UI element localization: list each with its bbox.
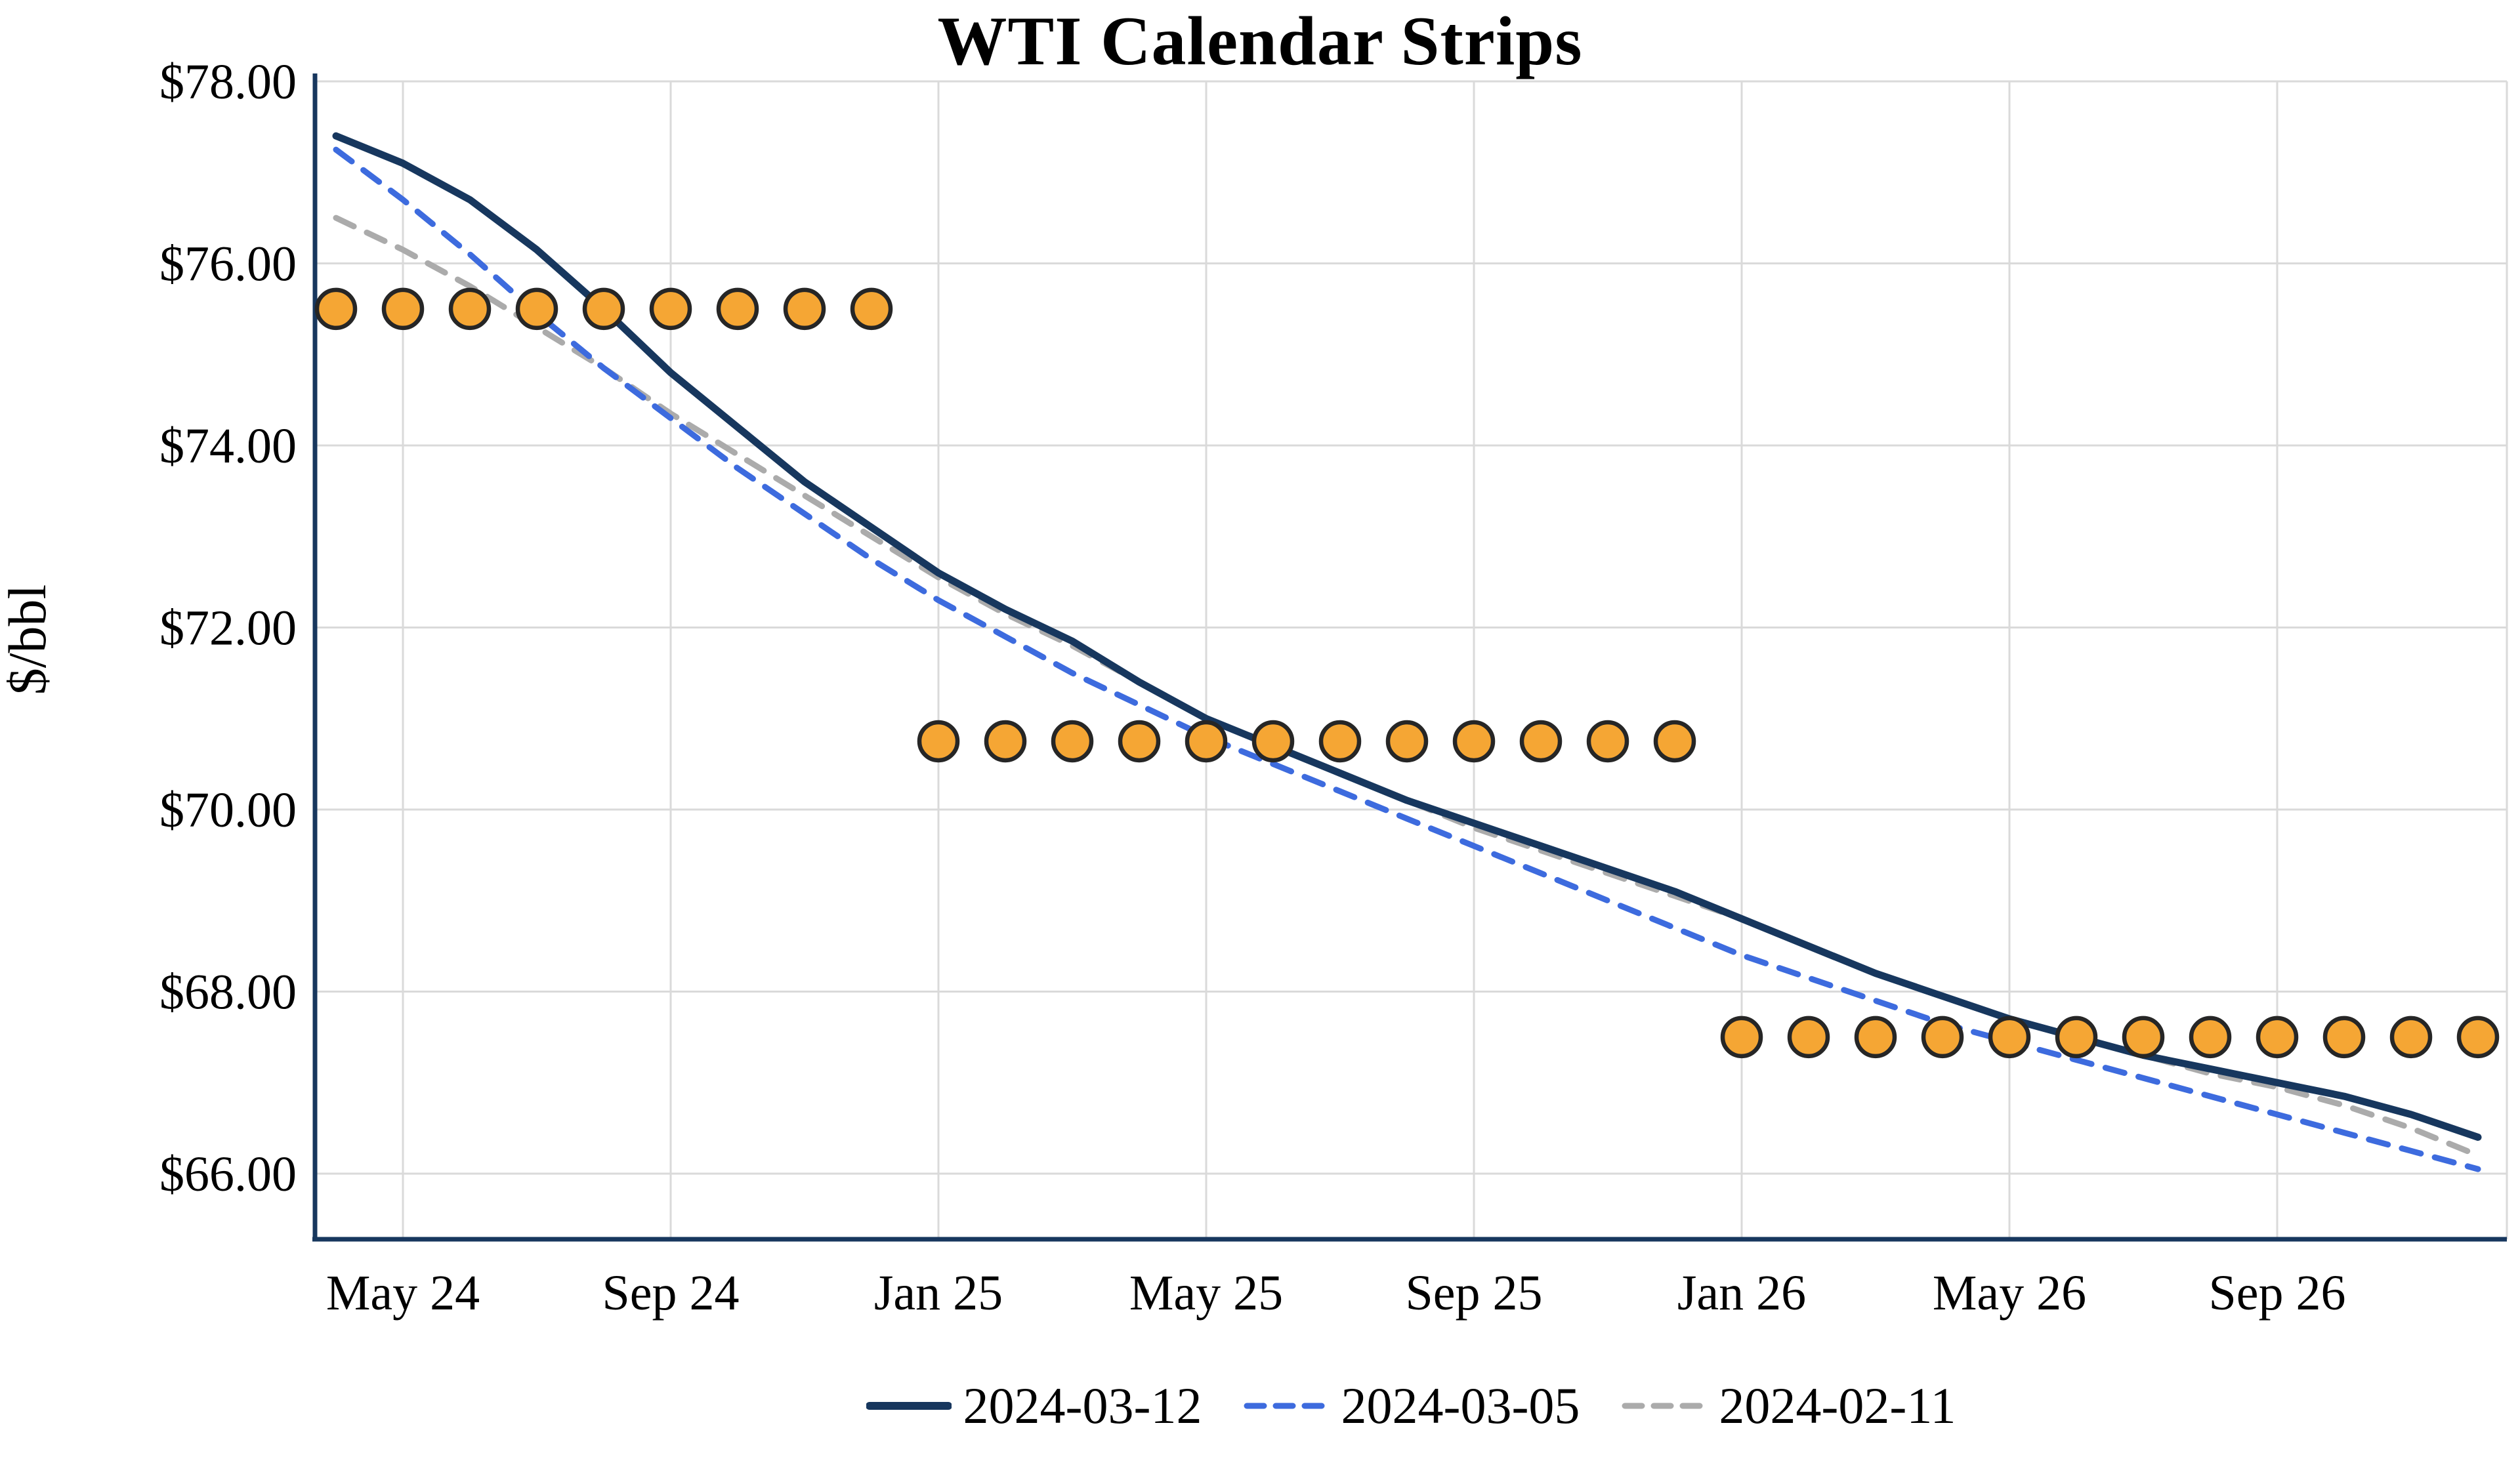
legend-line-solid-icon	[866, 1402, 952, 1410]
strip-marker	[1185, 720, 1228, 763]
strip-marker	[314, 287, 358, 331]
legend-line-dashed-icon	[1622, 1403, 1707, 1409]
strip-marker	[1854, 1016, 1897, 1059]
strip-marker	[2055, 1016, 2098, 1059]
strip-marker	[1385, 720, 1429, 763]
strip-marker	[1653, 720, 1696, 763]
x-tick-label: May 26	[1933, 1265, 2086, 1321]
legend-line-dashed-icon	[1244, 1403, 1329, 1409]
y-tick-label: $66.00	[159, 1147, 297, 1202]
legend-item-2024-03-05[interactable]: 2024-03-05	[1244, 1376, 1580, 1435]
strip-marker	[1251, 720, 1295, 763]
x-tick-label: May 25	[1129, 1265, 1283, 1321]
strip-marker	[2122, 1016, 2165, 1059]
legend-label: 2024-02-11	[1719, 1377, 1956, 1434]
x-tick-label: Jan 26	[1677, 1265, 1806, 1321]
y-tick-label: $74.00	[159, 419, 297, 474]
legend-label: 2024-03-12	[963, 1377, 1202, 1434]
y-tick-label: $72.00	[159, 601, 297, 656]
strip-marker	[1921, 1016, 1964, 1059]
y-tick-label: $76.00	[159, 237, 297, 292]
strip-marker	[2456, 1016, 2500, 1059]
legend-item-2024-03-12[interactable]: 2024-03-12	[866, 1376, 1202, 1435]
strip-marker	[1586, 720, 1629, 763]
strip-marker	[1519, 720, 1563, 763]
strip-marker	[2189, 1016, 2232, 1059]
strip-marker	[1787, 1016, 1830, 1059]
strip-marker	[381, 287, 425, 331]
legend-label: 2024-03-05	[1341, 1377, 1580, 1434]
series-line-2024-03-05	[333, 146, 2481, 1172]
strip-marker	[2389, 1016, 2433, 1059]
strip-marker	[1318, 720, 1362, 763]
x-tick-label: Sep 24	[602, 1265, 740, 1321]
y-tick-label: $70.00	[159, 783, 297, 838]
strip-marker	[783, 287, 826, 331]
legend: 2024-03-12 2024-03-05 2024-02-11	[315, 1376, 2507, 1435]
strip-marker	[716, 287, 759, 331]
strip-marker	[850, 287, 893, 331]
strip-marker	[448, 287, 492, 331]
strip-marker	[2322, 1016, 2366, 1059]
strip-marker	[1452, 720, 1496, 763]
strip-marker	[917, 720, 960, 763]
strip-marker	[1720, 1016, 1763, 1059]
x-tick-label: Sep 26	[2209, 1265, 2346, 1321]
chart-title: WTI Calendar Strips	[937, 3, 1583, 79]
strip-marker	[515, 287, 558, 331]
strip-marker	[649, 287, 692, 331]
y-tick-label: $68.00	[159, 965, 297, 1020]
strip-marker	[582, 287, 625, 331]
legend-item-2024-02-11[interactable]: 2024-02-11	[1622, 1376, 1956, 1435]
x-tick-label: Jan 25	[874, 1265, 1003, 1321]
series-line-2024-03-12	[332, 132, 2482, 1141]
x-tick-label: May 24	[326, 1265, 480, 1321]
strip-marker	[1118, 720, 1161, 763]
y-tick-label: $78.00	[159, 54, 297, 110]
strip-marker	[1988, 1016, 2031, 1059]
strip-marker	[984, 720, 1027, 763]
strip-marker	[2256, 1016, 2299, 1059]
x-tick-label: Sep 25	[1406, 1265, 1543, 1321]
strip-marker	[1051, 720, 1094, 763]
